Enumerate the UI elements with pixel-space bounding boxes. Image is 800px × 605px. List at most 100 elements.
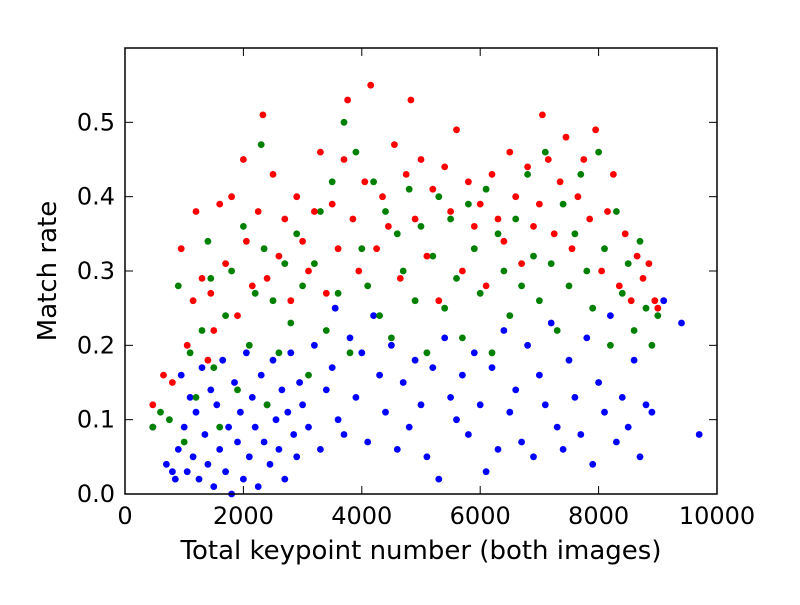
series-2-point-46 [411, 215, 419, 223]
series-2-point-34 [344, 96, 351, 104]
series-0-point-70 [435, 475, 443, 483]
series-0-point-67 [417, 401, 425, 409]
series-2-point-47 [417, 156, 425, 163]
series-2-point-21 [269, 171, 277, 178]
series-2-point-71 [556, 178, 564, 186]
series-2-point-20 [263, 275, 271, 282]
series-0-point-84 [518, 438, 525, 446]
series-0-point-83 [512, 386, 520, 394]
series-1-point-79 [613, 208, 620, 215]
series-1-point-43 [399, 267, 407, 275]
series-1-point-7 [198, 327, 206, 334]
series-0-point-102 [624, 423, 632, 431]
series-1-point-22 [275, 349, 283, 357]
series-1-point-5 [186, 349, 194, 357]
series-1-point-61 [506, 312, 514, 319]
series-0-point-48 [311, 341, 318, 349]
x-tick-label: 0 [117, 502, 132, 530]
series-1-point-57 [482, 185, 490, 193]
series-2-point-18 [254, 208, 262, 215]
series-0-point-79 [488, 364, 496, 371]
series-2-point-16 [243, 237, 250, 245]
series-1-point-66 [536, 297, 543, 305]
y-tick-label: 0.2 [77, 331, 115, 359]
series-1-point-63 [518, 282, 525, 290]
series-0-point-98 [601, 408, 608, 416]
series-2-point-22 [275, 252, 283, 260]
series-0-point-52 [331, 304, 339, 312]
series-2-point-12 [222, 260, 230, 267]
series-2-point-64 [518, 260, 525, 267]
series-2-point-73 [568, 245, 576, 253]
series-1-point-41 [388, 334, 395, 342]
series-2-point-43 [396, 275, 404, 282]
series-0-point-35 [266, 460, 274, 468]
series-0-point-96 [589, 460, 597, 468]
series-1-point-86 [654, 312, 662, 319]
series-0-point-18 [216, 446, 224, 453]
series-0-point-28 [245, 453, 253, 461]
series-2-point-44 [402, 171, 410, 178]
series-1-point-29 [317, 208, 324, 215]
series-0-point-90 [553, 423, 561, 431]
series-2-point-78 [598, 267, 605, 275]
series-2-point-45 [407, 96, 415, 104]
series-0-point-6 [180, 423, 188, 431]
series-0-point-103 [630, 356, 638, 364]
series-1-point-80 [618, 289, 626, 297]
series-1-point-6 [192, 394, 200, 401]
series-2-point-76 [586, 215, 594, 223]
series-1-point-34 [346, 349, 354, 357]
series-0-point-105 [642, 401, 650, 409]
series-0-point-40 [281, 475, 289, 483]
series-1-point-51 [447, 215, 454, 223]
series-2-point-29 [317, 148, 324, 156]
series-0-point-50 [322, 386, 330, 394]
series-0-point-4 [174, 446, 182, 453]
series-1-point-64 [524, 171, 531, 178]
series-0-point-69 [429, 364, 437, 371]
series-1-point-1 [157, 408, 164, 416]
series-1-point-48 [429, 252, 437, 260]
series-0-point-55 [346, 334, 354, 342]
series-0-point-3 [171, 475, 179, 483]
series-2-point-81 [615, 282, 623, 290]
series-1-point-40 [382, 208, 389, 215]
series-0-point-104 [636, 453, 644, 461]
series-1-point-4 [180, 438, 188, 446]
y-axis-ticks: 0.0 0.1 0.2 0.3 0.4 0.5 [77, 108, 717, 508]
series-0-point-43 [290, 431, 298, 438]
series-0-point-5 [177, 371, 185, 379]
series-1-point-84 [642, 304, 650, 312]
series-2-point-83 [627, 297, 635, 305]
series-2-point-30 [322, 289, 330, 297]
series-0-point-11 [195, 475, 203, 483]
series-1-point-85 [648, 341, 656, 349]
series-2-point-5 [189, 297, 197, 305]
series-1-point-13 [228, 267, 236, 275]
series-2-point-85 [639, 275, 647, 282]
series-2-point-19 [259, 111, 267, 119]
x-tick-label: 2000 [213, 502, 274, 530]
series-1-point-17 [251, 289, 259, 297]
x-tick-label: 6000 [450, 502, 511, 530]
y-tick-label: 0.5 [77, 108, 115, 136]
series-2-point-84 [633, 252, 641, 260]
series-0-point-29 [248, 394, 256, 401]
series-0-point-71 [441, 334, 449, 342]
series-0-point-73 [453, 416, 460, 424]
series-0-point-37 [272, 416, 280, 424]
series-1-point-53 [459, 334, 466, 342]
series-2-point-61 [500, 237, 508, 245]
series-0-point-63 [393, 446, 401, 453]
series-2-point-80 [610, 171, 617, 178]
series-1-point-14 [234, 386, 241, 394]
x-tick-label: 4000 [331, 502, 392, 530]
series-1-point-23 [281, 260, 289, 267]
y-tick-label: 0.3 [77, 257, 115, 285]
series-1-point-44 [405, 185, 413, 193]
series-1-point-68 [547, 260, 555, 267]
series-2-point-13 [228, 193, 236, 201]
series-2-point-15 [240, 156, 247, 163]
series-0-point-64 [399, 379, 407, 386]
